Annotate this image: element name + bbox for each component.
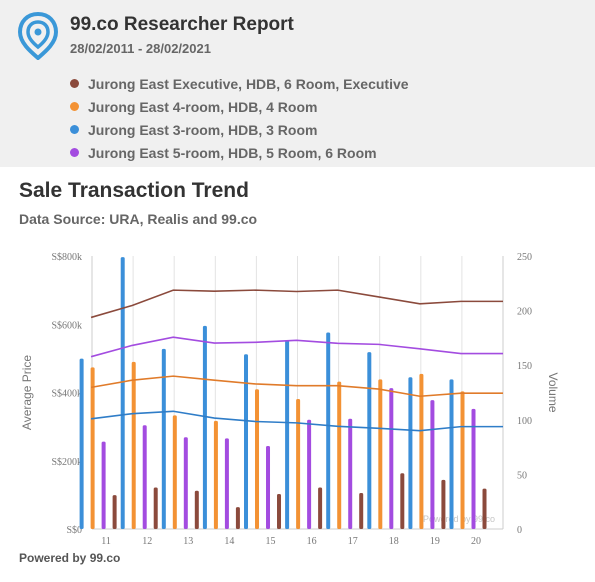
y-right-tick-label: 200 (517, 307, 532, 318)
y-right-tick-label: 0 (517, 525, 522, 536)
volume-bar (131, 361, 136, 529)
legend-item-3-room[interactable]: Jurong East 3-room, HDB, 3 Room (70, 118, 409, 141)
volume-bar (183, 437, 188, 529)
x-tick-label: 20 (471, 536, 481, 547)
y-right-tick-label: 150 (517, 361, 532, 372)
volume-bar (419, 373, 424, 529)
powered-by-footer: Powered by 99.co (19, 551, 121, 565)
x-tick-label: 16 (307, 536, 317, 547)
volume-bar (389, 388, 394, 529)
y-axis-title-right: Volume (546, 372, 560, 412)
y-tick-label: S$800k (51, 252, 82, 263)
volume-bar (326, 332, 331, 529)
legend-label: Jurong East 3-room, HDB, 3 Room (88, 121, 318, 138)
volume-bar (296, 399, 301, 529)
sale-transaction-chart: S$0 S$200k S$400k S$600k S$800k 0 50 100 150 200 2… (20, 252, 560, 547)
volume-bar (161, 348, 166, 529)
volume-bar (112, 495, 117, 529)
legend-label: Jurong East Executive, HDB, 6 Room, Exec… (88, 75, 409, 92)
legend-label: Jurong East 5-room, HDB, 5 Room, 6 Room (88, 144, 377, 161)
price-line (90, 289, 503, 319)
legend-item-executive[interactable]: Jurong East Executive, HDB, 6 Room, Exec… (70, 72, 409, 95)
price-line (90, 410, 503, 432)
x-tick-label: 13 (183, 536, 193, 547)
y-tick-label: S$400k (51, 389, 82, 400)
legend-dot-icon (70, 125, 79, 134)
volume-bar (224, 438, 229, 529)
volume-bar (101, 441, 106, 529)
volume-bar (266, 446, 271, 529)
volume-bar (90, 367, 95, 529)
legend: Jurong East Executive, HDB, 6 Room, Exec… (70, 72, 409, 164)
volume-bar (430, 400, 435, 529)
volume-bar (367, 352, 372, 529)
volume-bar (120, 257, 125, 529)
volume-bar (285, 340, 290, 529)
data-source: Data Source: URA, Realis and 99.co (19, 211, 258, 227)
section-title: Sale Transaction Trend (19, 179, 249, 202)
volume-bar (235, 507, 240, 529)
volume-bar (378, 379, 383, 529)
x-tick-label: 17 (348, 536, 358, 547)
volume-bar (194, 490, 199, 529)
volume-bar (153, 487, 158, 529)
x-tick-label: 14 (224, 536, 234, 547)
report-header: 99.co Researcher Report 28/02/2011 - 28/… (0, 0, 595, 167)
legend-label: Jurong East 4-room, HDB, 4 Room (88, 98, 318, 115)
y-axis-title-left: Average Price (20, 355, 34, 430)
volume-bar (337, 381, 342, 529)
volume-bar (213, 420, 218, 529)
volume-bar (460, 391, 465, 529)
legend-item-4-room[interactable]: Jurong East 4-room, HDB, 4 Room (70, 95, 409, 118)
y-tick-label: S$200k (51, 457, 82, 468)
volume-bar (202, 325, 207, 529)
x-tick-label: 19 (430, 536, 440, 547)
volume-bar (318, 487, 323, 529)
volume-bar (471, 408, 476, 529)
legend-dot-icon (70, 102, 79, 111)
price-line (90, 375, 503, 398)
volume-bar (307, 419, 312, 529)
volume-bar (359, 492, 364, 529)
y-right-tick-label: 50 (517, 470, 527, 481)
legend-item-5-room[interactable]: Jurong East 5-room, HDB, 5 Room, 6 Room (70, 141, 409, 164)
volume-bar (408, 377, 413, 529)
volume-bar (348, 418, 353, 529)
99co-logo-icon (18, 12, 58, 60)
x-tick-label: 18 (389, 536, 399, 547)
report-date-range: 28/02/2011 - 28/02/2021 (70, 41, 211, 56)
legend-dot-icon (70, 148, 79, 157)
report-title: 99.co Researcher Report (70, 14, 294, 35)
volume-bar (255, 389, 260, 529)
volume-bar (400, 473, 405, 529)
legend-dot-icon (70, 79, 79, 88)
y-right-tick-label: 100 (517, 416, 532, 427)
volume-bar (79, 358, 84, 529)
volume-bar (277, 494, 282, 529)
y-tick-label: S$0 (66, 525, 82, 536)
x-tick-label: 12 (142, 536, 152, 547)
volume-bar (449, 379, 454, 529)
x-tick-label: 15 (266, 536, 276, 547)
y-tick-label: S$600k (51, 320, 82, 331)
chart-watermark: Powered by 99.co (423, 514, 495, 524)
volume-bar (142, 425, 147, 529)
y-right-tick-label: 250 (517, 252, 532, 263)
x-tick-label: 11 (101, 536, 111, 547)
volume-bar (172, 415, 177, 529)
volume-bar (482, 488, 487, 529)
volume-bar (244, 354, 249, 529)
volume-bar (441, 479, 446, 529)
price-line (90, 336, 503, 358)
